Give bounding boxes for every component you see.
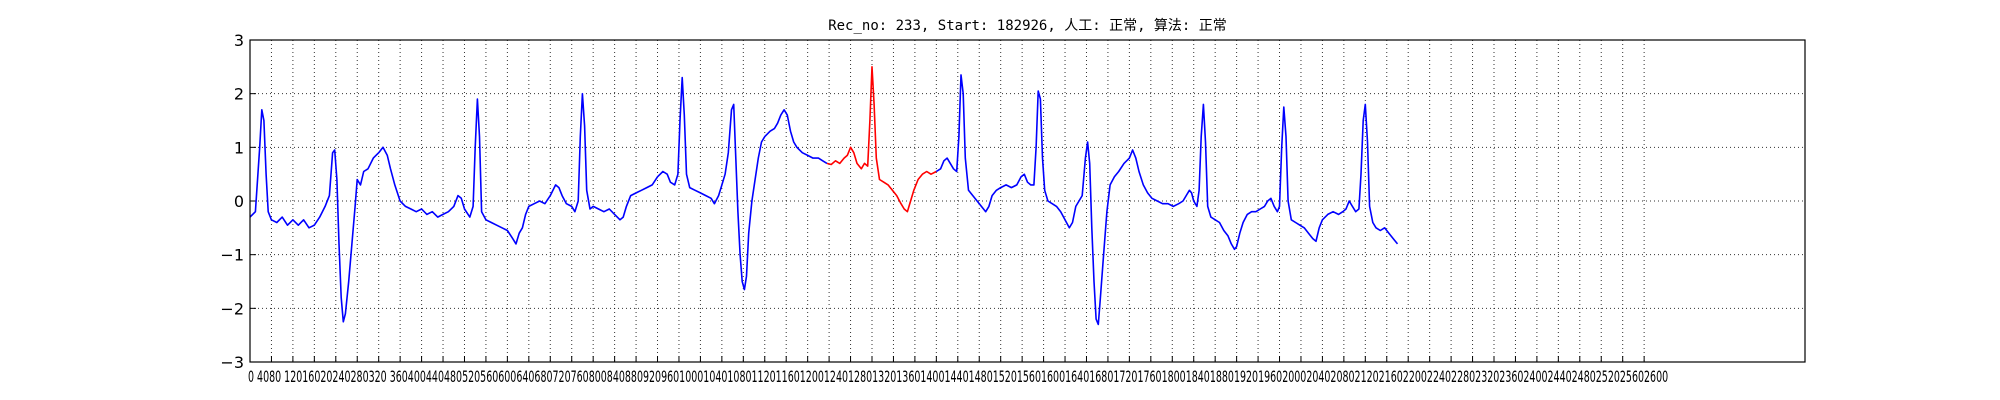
ecg-series-line-1 bbox=[826, 66, 937, 213]
y-tick-label: 1 bbox=[234, 138, 244, 157]
y-tick-label: −2 bbox=[220, 299, 244, 318]
plot-area-frame bbox=[249, 39, 1806, 363]
y-tick-label: 2 bbox=[234, 85, 244, 104]
grid-layer bbox=[250, 40, 1805, 362]
x-tick-labels: 0 4080 12016020240280320 360400440480520… bbox=[248, 367, 1668, 386]
y-tick-label: −3 bbox=[220, 353, 244, 372]
ecg-series-line-0 bbox=[249, 76, 828, 323]
y-tick-label: 0 bbox=[234, 192, 244, 211]
y-axis-ticks: 3 2 1 0 −1 −2 −3 bbox=[220, 31, 256, 372]
series-layer bbox=[249, 66, 1399, 326]
ecg-series-line-2 bbox=[935, 74, 1399, 326]
y-tick-label: 3 bbox=[234, 31, 244, 50]
x-axis-ticks: 0 4080 12016020240280320 360400440480520… bbox=[248, 356, 1668, 386]
y-tick-label: −1 bbox=[220, 246, 244, 265]
chart-title: Rec_no: 233, Start: 182926, 人工: 正常, 算法: … bbox=[828, 18, 1227, 34]
